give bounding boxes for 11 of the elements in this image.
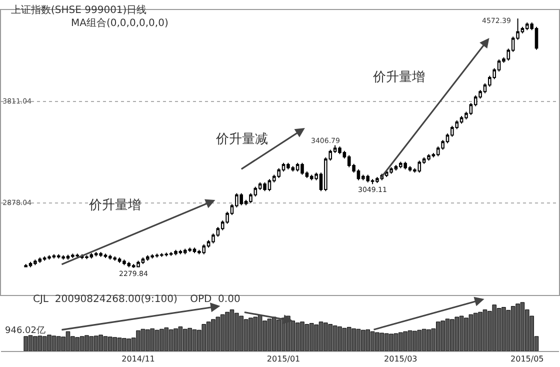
chart-title: CJL 20090824268.00(9:100) OPD 0.00 — [33, 294, 240, 305]
annotation: 价升量减 — [215, 132, 268, 147]
annotation: 价升量增 — [372, 70, 425, 85]
x-tick-label: 2015/01 — [266, 354, 300, 364]
annotation: 价升量增 — [88, 198, 141, 213]
text: MA组合(0,0,0,0,0,0) — [71, 17, 168, 29]
x-tick-label: 2014/11 — [122, 354, 155, 364]
annotation: 946.02亿 — [5, 325, 46, 336]
chart-title: 上证指数(SHSE 999001)日线 — [11, 4, 147, 16]
x-tick-label: 2015/03 — [384, 354, 418, 364]
x-tick-label: 2015/05 — [510, 354, 544, 364]
